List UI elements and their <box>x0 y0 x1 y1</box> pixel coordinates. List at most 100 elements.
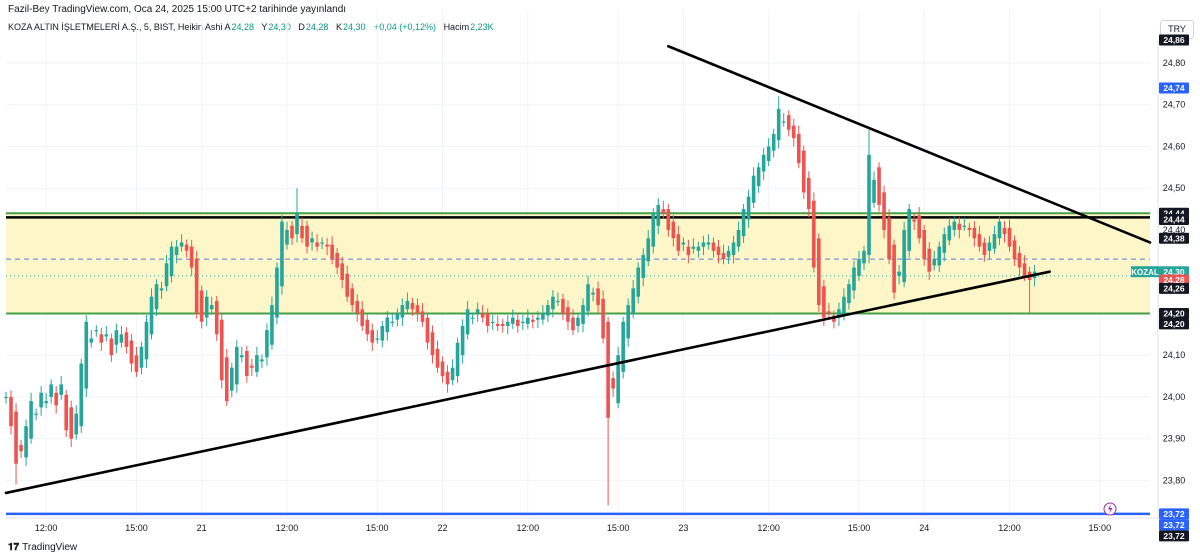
candle-body <box>430 332 435 356</box>
candle-body <box>440 361 445 377</box>
candle-body <box>74 413 79 435</box>
candle-body <box>280 221 284 287</box>
candle-body <box>636 267 641 297</box>
candle-body <box>651 213 656 247</box>
publish-line: Fazil-Bey TradingView.com, Oca 24, 2025 … <box>8 4 347 15</box>
candle-body <box>756 167 761 187</box>
candle-body <box>184 244 189 251</box>
candle-body <box>877 167 881 205</box>
candle-body <box>741 209 746 237</box>
candle-body <box>139 346 144 368</box>
candle-body <box>526 317 530 324</box>
candle-body <box>776 108 781 141</box>
candle-body <box>801 150 806 193</box>
candle-body <box>837 309 841 318</box>
candle-body <box>330 244 334 260</box>
price-tick-label: 24,00 <box>1163 392 1186 402</box>
candle-body <box>270 305 274 345</box>
tradingview-brand[interactable]: 𝟏𝟕 TradingView <box>8 542 77 553</box>
candle-body <box>887 217 891 260</box>
time-tick-label: 23 <box>678 523 688 533</box>
candle-body <box>796 133 801 164</box>
candle-body <box>224 357 229 402</box>
time-tick-label: 12:00 <box>517 523 540 533</box>
candle-body <box>1007 227 1012 247</box>
price-tag-label: 24,20 <box>1163 309 1185 319</box>
price-tick-label: 24,60 <box>1163 141 1186 151</box>
candle-body <box>571 317 575 331</box>
time-axis[interactable]: 12:00 15:00 21 12:00 15:00 22 12:00 15:00 23 12:0… <box>6 517 1158 533</box>
candle-body <box>255 355 259 372</box>
candle-body <box>49 384 53 397</box>
support-trendline <box>4 270 1051 495</box>
candle-body <box>490 321 495 323</box>
candle-body <box>315 242 319 247</box>
candle-body <box>64 394 69 431</box>
price-tag: 24,20 <box>1159 307 1189 319</box>
candle-body <box>907 209 911 251</box>
price-tag-label: 24,86 <box>1163 35 1185 45</box>
candle-body <box>646 238 651 262</box>
time-tick-label: 15:00 <box>1089 523 1112 533</box>
price-tag-bg <box>1159 519 1189 531</box>
candle-body <box>320 242 324 244</box>
candle-body <box>310 238 314 243</box>
candle-body <box>786 115 791 130</box>
price-tag: 24,30 KOZAL <box>1131 266 1189 278</box>
candle-body <box>450 367 455 381</box>
price-tag-bg <box>1159 266 1189 278</box>
candle-body <box>174 246 179 255</box>
candle-body <box>9 396 13 427</box>
candle-body <box>681 242 686 245</box>
time-tick-label: 12:00 <box>276 523 299 533</box>
candle-body <box>701 242 706 247</box>
ohlc-label: A <box>224 22 231 32</box>
price-tag-label: 24,44 <box>1163 215 1185 225</box>
price-tick-label: 24,40 <box>1163 225 1186 235</box>
candle-body <box>807 177 811 210</box>
candle-body <box>69 407 74 439</box>
time-tick-label: 12:00 <box>998 523 1021 533</box>
candle-body <box>671 221 676 239</box>
candle-body <box>616 355 620 404</box>
candle-body <box>771 133 776 151</box>
candle-body <box>400 305 405 318</box>
price-tag-bg <box>1159 214 1189 226</box>
candle-body <box>867 154 871 255</box>
candle-body <box>209 305 214 310</box>
candle-body <box>531 319 535 322</box>
candle-body <box>656 204 661 226</box>
candle-body <box>129 340 134 364</box>
price-tag-bg <box>1159 274 1189 286</box>
candle-body <box>596 288 600 306</box>
candle-body <box>390 321 395 323</box>
candle-body <box>229 367 234 391</box>
candle-body <box>591 292 595 295</box>
price-tag: 24,28 <box>1159 274 1189 286</box>
candle-body <box>1012 240 1017 260</box>
candle-body <box>912 219 916 222</box>
candle-body <box>465 309 470 335</box>
candle-body <box>214 300 219 335</box>
candle-body <box>872 179 876 203</box>
ohlc-label: D <box>298 22 305 32</box>
symbol-tag-label: KOZAL <box>1131 268 1159 277</box>
candle-body <box>581 305 585 324</box>
price-tag: 24,26 <box>1159 282 1189 294</box>
candle-body <box>621 321 625 372</box>
candle-body <box>551 296 555 310</box>
candle-body <box>460 325 465 356</box>
candle-body <box>686 246 691 255</box>
candle-body <box>691 246 696 249</box>
ohlc-label: Y <box>261 22 268 32</box>
ohlc-value: +0,04 (+0,12%) <box>374 22 437 32</box>
candle-body <box>350 288 355 306</box>
candle-body <box>290 225 294 239</box>
candle-body <box>305 225 309 247</box>
candle-body <box>997 221 1002 239</box>
candle-body <box>360 309 365 326</box>
candle-body <box>29 401 33 439</box>
candle-body <box>842 296 846 316</box>
